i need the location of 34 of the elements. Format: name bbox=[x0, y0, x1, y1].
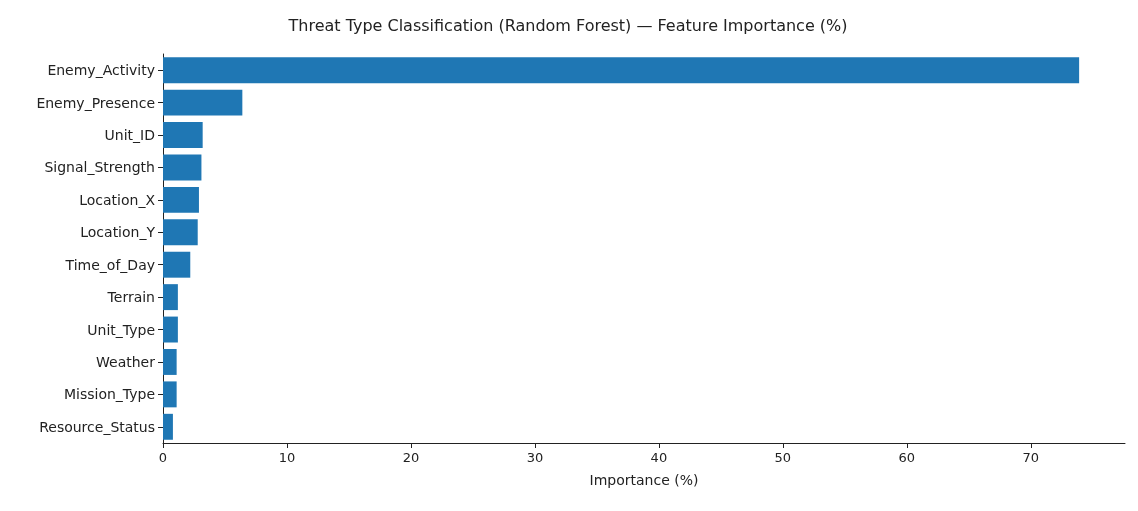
y-tick-label: Enemy_Activity bbox=[47, 62, 155, 79]
bar bbox=[163, 284, 178, 311]
bar bbox=[163, 381, 177, 408]
y-tick-label: Location_X bbox=[79, 191, 156, 208]
x-axis-title: Importance (%) bbox=[589, 472, 699, 488]
y-tick-label: Time_of_Day bbox=[64, 256, 155, 273]
x-tick-label: 60 bbox=[898, 450, 916, 465]
x-tick-label: 30 bbox=[526, 450, 544, 465]
bar bbox=[163, 122, 203, 149]
bar bbox=[163, 89, 243, 116]
bar bbox=[163, 57, 1080, 84]
bar bbox=[163, 316, 178, 343]
y-tick-label: Enemy_Presence bbox=[36, 94, 155, 111]
bar bbox=[163, 154, 202, 181]
bar bbox=[163, 348, 177, 375]
bar bbox=[163, 186, 199, 213]
y-tick-label: Resource_Status bbox=[39, 418, 155, 435]
y-tick-label: Unit_ID bbox=[104, 127, 155, 144]
x-tick-label: 40 bbox=[650, 450, 668, 465]
y-tick-label: Location_Y bbox=[80, 224, 156, 241]
y-tick-label: Unit_Type bbox=[87, 321, 155, 338]
y-tick-label: Terrain bbox=[106, 289, 155, 306]
x-tick-label: 70 bbox=[1022, 450, 1040, 465]
y-tick-label: Mission_Type bbox=[63, 386, 155, 403]
y-tick-label: Signal_Strength bbox=[44, 159, 155, 176]
x-tick-label: 50 bbox=[774, 450, 792, 465]
x-tick-label: 20 bbox=[402, 450, 420, 465]
x-tick-label: 10 bbox=[278, 450, 296, 465]
x-tick-label: 0 bbox=[158, 450, 168, 465]
bar bbox=[163, 413, 173, 440]
y-tick-label: Weather bbox=[96, 353, 156, 370]
bar bbox=[163, 219, 198, 246]
chart-title: Threat Type Classification (Random Forest) — Feature Importance (%) bbox=[287, 15, 848, 35]
bar bbox=[163, 251, 191, 278]
